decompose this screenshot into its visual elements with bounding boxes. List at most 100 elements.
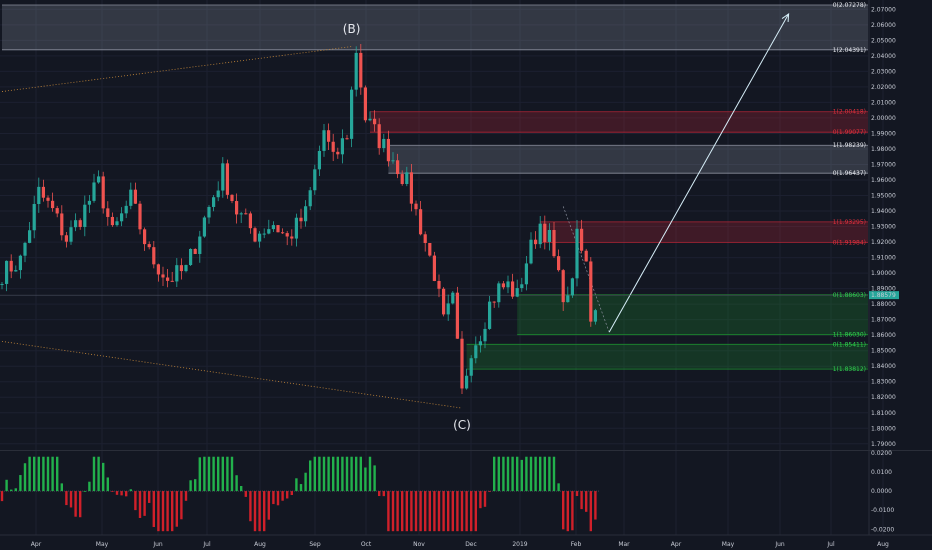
osc-bar [184,491,188,501]
candle-body [538,223,542,245]
osc-bar [322,456,326,492]
candle-body [488,301,492,329]
price-tick-label: 1.88000 [871,301,896,308]
candle-body [156,264,160,275]
price-tick-label: 1.98000 [871,146,896,153]
price-tick-label: 1.79000 [871,441,896,448]
osc-bar [506,456,510,492]
zone-level-label: 1(1.86030) [833,332,866,339]
osc-bar [267,491,270,520]
osc-bar [433,491,436,532]
price-tick-label: 1.89000 [871,286,896,293]
osc-bar [10,489,13,492]
osc-bar [502,456,505,492]
price-tick-label: 1.82000 [871,394,896,401]
osc-bar [226,456,229,492]
osc-bar [0,491,4,502]
candle-body [354,52,358,90]
wave-label: (C) [453,418,471,432]
osc-bar [83,490,86,492]
osc-bar [19,475,22,492]
osc-bar [290,491,293,496]
price-tick-label: 1.81000 [871,410,896,417]
candle-body [235,201,239,215]
osc-bar [286,491,289,499]
osc-bar [341,456,344,492]
osc-bar [589,491,592,532]
candle-body [524,263,528,285]
price-tick-label: 1.97000 [871,161,896,168]
candle-body [212,197,216,207]
osc-bar [161,491,165,532]
candle-body [363,87,367,121]
osc-bar [410,491,413,532]
candle-body [37,186,41,205]
osc-bar [447,491,450,532]
osc-bar [465,491,468,532]
candle-body [129,189,133,206]
osc-bar [14,488,17,492]
osc-bar [557,483,560,492]
zone-level-label: 1(1.83812) [833,366,866,373]
osc-bar [143,491,146,516]
osc-bar [299,484,303,492]
price-tick-label: 2.04000 [871,53,896,60]
osc-bar [364,467,367,492]
osc-bar [276,491,280,506]
osc-bar [171,491,174,532]
osc-bar [79,491,82,518]
candle-body [92,182,96,201]
candle-body [414,203,418,210]
price-tick-label: 2.02000 [871,84,896,91]
candle-body [534,239,538,245]
annotation-lines [0,12,868,409]
osc-bar [566,491,569,532]
zones [2,4,868,370]
osc-bar [424,491,427,532]
candle-body [101,176,105,209]
osc-bar [194,479,197,492]
candle-body [276,225,280,233]
candle-body [547,229,551,243]
price-tick-label: 1.84000 [871,363,896,370]
candle-body [529,239,533,264]
zone-level-label: 0(1.96437) [833,170,866,177]
candle-body [345,138,349,140]
osc-bar [203,456,206,492]
candle-body [368,118,372,121]
candle-body [152,247,156,265]
zone-box [466,344,868,370]
candle-body [184,265,188,272]
last-price-value: 1.88579 [871,292,896,299]
osc-bar [207,456,211,492]
candle-body [483,328,487,342]
osc-bar [401,491,404,532]
time-tick-label: Aug [877,541,889,548]
time-tick-label: Jul [202,541,211,548]
time-tick-label: Nov [413,541,425,548]
zone-level-label: 0(1.91984) [833,239,866,246]
candle-body [106,208,110,217]
candle-body [391,160,395,162]
candle-body [552,229,556,257]
candle-body [69,227,73,242]
time-tick-label: Oct [361,541,372,548]
time-tick-label: Jun [152,541,163,548]
zone-level-label: 1(1.93295) [833,219,866,226]
candle-body [51,200,55,209]
candle-body [465,375,469,389]
time-tick-label: Sep [309,541,321,548]
candle-body [497,283,501,303]
candle-body [166,277,170,281]
candle-body [474,345,478,359]
zone-box [517,294,868,335]
candle-body [64,235,68,242]
candle-body [299,217,303,222]
candle-body [543,223,547,243]
osc-bar [493,456,496,492]
candle-body [18,255,22,271]
